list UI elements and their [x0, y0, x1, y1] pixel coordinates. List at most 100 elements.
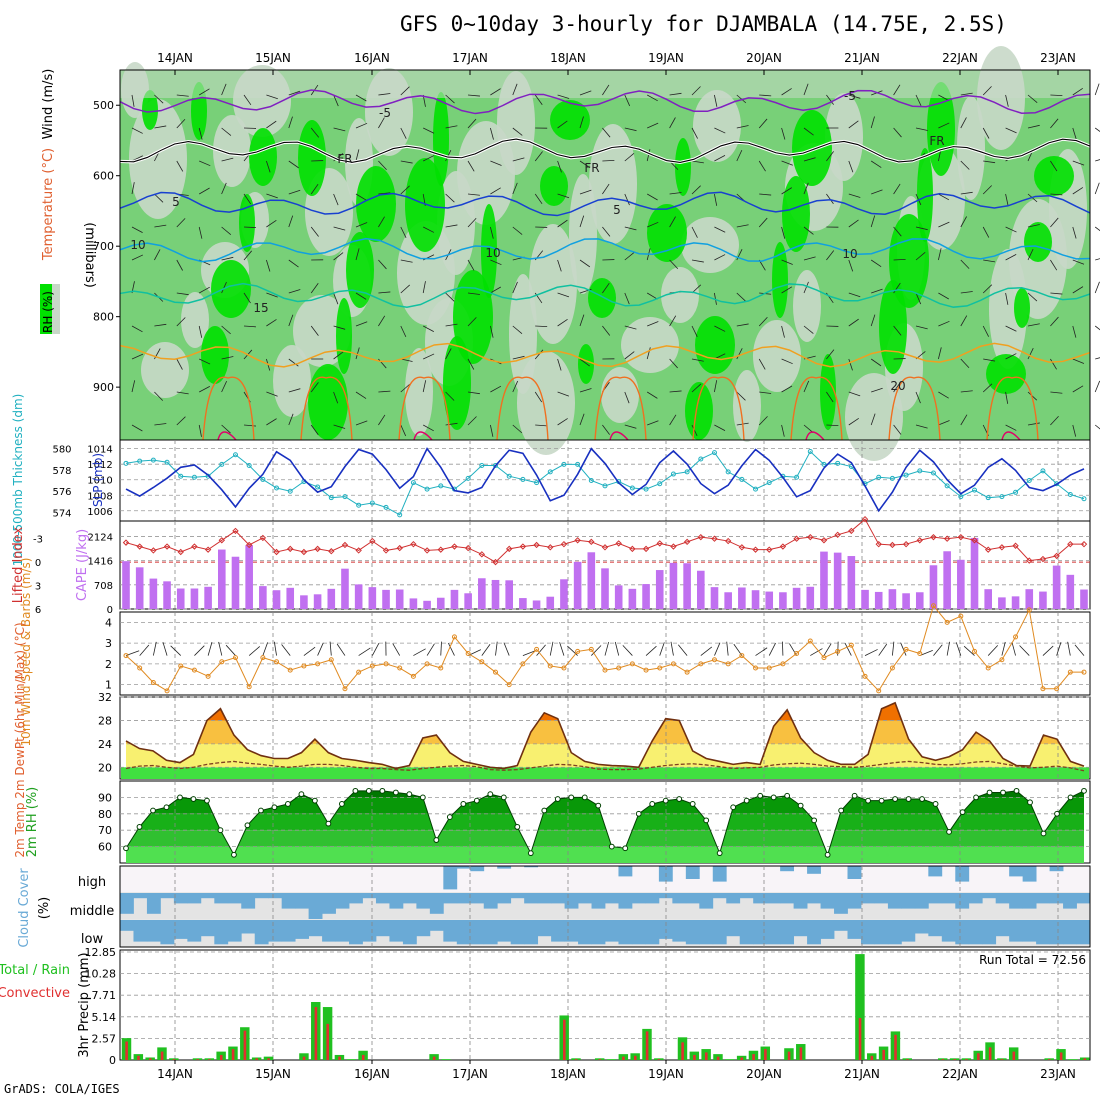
thickness-point	[643, 486, 649, 492]
isotherm-30-hump	[217, 431, 237, 441]
rh-moist-patch	[647, 204, 687, 262]
wind-barb	[221, 380, 228, 393]
surface-wind-barb	[303, 646, 316, 656]
isotherm-30-hump	[413, 431, 433, 441]
cloud-bar-low	[510, 920, 525, 945]
thickness-point	[410, 480, 416, 486]
cape-bar	[820, 551, 828, 609]
wind-barb	[938, 391, 949, 399]
wind-barb	[736, 94, 747, 104]
wind-barb	[333, 127, 346, 132]
rh-point	[730, 804, 737, 811]
cape-bar	[874, 591, 883, 609]
wind-barb	[512, 281, 518, 294]
wind-barb	[826, 94, 834, 105]
wind-barb	[333, 94, 339, 107]
cloud-bar-middle	[834, 893, 848, 914]
rh-moist-patch	[588, 278, 616, 318]
cloud-bar-low	[766, 920, 781, 945]
wind-barb	[691, 127, 698, 139]
wind-barb	[534, 349, 544, 360]
thickness-point	[246, 462, 252, 468]
cloud-bar-middle	[820, 893, 835, 909]
wind-frame	[119, 611, 1091, 696]
cloud-bar-low	[914, 920, 929, 934]
wind-barb	[938, 320, 950, 327]
lifted-point	[150, 547, 157, 554]
wind-barb	[512, 157, 525, 162]
cloud-bar-low	[295, 920, 310, 939]
wind-barb	[422, 281, 426, 294]
cloud-bar-middle	[362, 893, 377, 899]
wind-barb	[848, 259, 854, 272]
rh-point	[1054, 810, 1060, 817]
wind-speed-point	[410, 673, 416, 679]
surface-wind-barb	[1011, 641, 1016, 656]
rh-moist-patch	[772, 242, 788, 318]
thickness-point	[479, 462, 485, 468]
cloud-bar-middle	[120, 893, 134, 914]
wind-speed-point	[397, 665, 403, 671]
wind-barb	[378, 216, 385, 228]
cloud-bar-middle	[982, 893, 997, 899]
wind-barb	[669, 259, 679, 270]
cloud-bar-low	[524, 920, 539, 945]
precip-convective-bar	[906, 1059, 909, 1060]
chart-title: GFS 0~10day 3-hourly for DJAMBALA (14.75…	[400, 12, 1007, 36]
lifted-point	[163, 543, 171, 550]
wind-barb	[400, 284, 410, 294]
wind-barb	[355, 321, 368, 327]
lifted-point	[875, 540, 882, 548]
rh-moist-patch	[336, 298, 352, 374]
day-label-bottom: 21JAN	[844, 1067, 880, 1081]
thickness-point	[520, 476, 526, 482]
cape-bar	[970, 537, 979, 609]
lifted-point	[122, 539, 130, 546]
contour-label: FR	[584, 161, 599, 175]
wind-barb	[803, 380, 810, 393]
run-total-label: Run Total = 72.56	[979, 953, 1086, 967]
thickness-point	[602, 483, 608, 489]
isotherm-25-hump	[790, 376, 843, 441]
lifted-point	[204, 546, 212, 553]
day-label-bottom: 17JAN	[452, 1067, 488, 1081]
wind-barb	[131, 353, 144, 360]
thickness-tick: 580	[52, 444, 71, 455]
cape-tick: 2124	[88, 532, 113, 543]
rh-point	[244, 822, 251, 829]
surface-wind-barb	[329, 641, 332, 656]
surface-wind-barb	[371, 643, 380, 656]
surface-wind-barb	[844, 642, 852, 656]
wind-barb	[221, 127, 232, 136]
wind-barb	[960, 216, 967, 228]
cape-bar	[313, 594, 322, 609]
cloud-bar-middle	[470, 893, 485, 904]
cape-bar	[957, 559, 965, 609]
wind-barb	[400, 160, 413, 164]
wind-barb	[512, 380, 519, 393]
cloud-bar-low	[497, 920, 512, 942]
wind-barb	[602, 226, 611, 237]
wind-barb	[826, 391, 834, 403]
wind-barb	[131, 127, 143, 134]
rh-band	[126, 797, 1084, 814]
cape-bar	[423, 600, 431, 609]
wind-speed-point	[137, 665, 143, 671]
day-label-top: 22JAN	[942, 51, 978, 65]
rh-point	[258, 807, 264, 814]
cloud-bar-middle	[497, 893, 512, 904]
wind-barb	[602, 127, 611, 138]
wind-barb	[243, 94, 252, 106]
cloud-bar-middle	[874, 893, 889, 904]
wind-barb	[288, 160, 299, 169]
cape-bar	[1052, 565, 1061, 609]
wind-barb	[893, 183, 901, 195]
wind-barb	[1005, 193, 1009, 206]
wind-barb	[624, 325, 637, 330]
precip-total-bar	[961, 1058, 972, 1060]
cloud-bar-middle	[187, 893, 202, 904]
wind-barb	[1072, 325, 1077, 338]
wind-barb	[355, 420, 368, 426]
cloud-bar-low	[375, 920, 390, 937]
wind-barb	[848, 358, 853, 371]
